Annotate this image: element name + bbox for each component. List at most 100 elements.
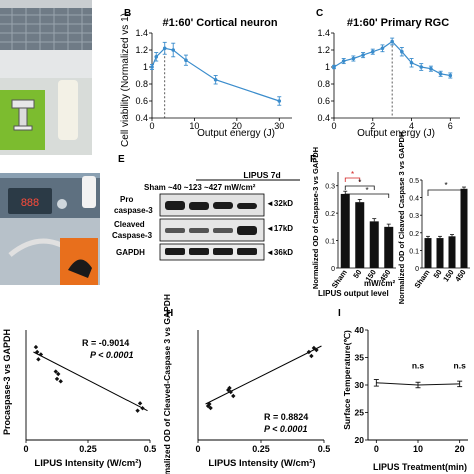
panel-letter-F: F: [310, 154, 316, 165]
significance-bracket: [427, 189, 465, 196]
significance-bracket: [344, 193, 390, 198]
unit-label: mW/cm²: [364, 279, 395, 288]
y-tick-label: 0: [331, 266, 335, 273]
western-blot: LIPUS 7d Sham ~40 ~123 ~427 mW/cm² Pro c…: [112, 170, 300, 261]
y-tick-label: 20: [355, 435, 365, 445]
data-point: [227, 385, 232, 391]
y-tick-label: 1.2: [317, 45, 330, 55]
photo-device-setup: 888: [0, 173, 100, 285]
r-annotation: R = -0.9014: [82, 338, 129, 348]
chart-title: #1:60' Primary RGC: [347, 17, 449, 29]
y-axis-label-right: Normalized OD of Cleaved Caspase 3 vs GA…: [397, 132, 406, 305]
x-tick-label: 0.25: [79, 444, 97, 454]
row3-label: GAPDH: [116, 248, 145, 257]
p-annotation: P < 0.0001: [90, 350, 133, 360]
ns-annotation: n.s: [412, 361, 425, 371]
chart-procaspase-scatter: Procaspase-3 vs GAPDH LIPUS Intensity (W…: [2, 329, 142, 469]
data-point: [58, 379, 63, 384]
x-tick-label: 10: [189, 121, 199, 131]
data-point: [409, 60, 414, 65]
x-tick-label: 0: [195, 444, 200, 454]
category-label: 150: [441, 268, 456, 283]
x-tick-label: 0.25: [252, 444, 270, 454]
chart-cleaved-caspase-scatter: Normalized OD of Cleaved-Caspase 3 vs GA…: [162, 294, 316, 474]
data-point: [171, 48, 176, 52]
y-tick-label: 0.3: [325, 184, 335, 191]
row3-size: ◄36kD: [266, 248, 293, 257]
x-axis-label: LIPUS output level: [318, 289, 389, 298]
data-point: [438, 72, 443, 76]
significance-star: *: [365, 186, 368, 195]
y-tick-label: 0.2: [409, 231, 419, 238]
bar: [355, 202, 365, 268]
ns-annotation: n.s: [454, 361, 467, 371]
x-tick-label: 30: [274, 121, 284, 131]
data-point: [231, 393, 236, 399]
x-tick-label: 0: [149, 121, 154, 131]
y-tick-label: 30: [355, 380, 365, 390]
x-tick-label: 2: [370, 121, 375, 131]
row1-label-a: Pro: [120, 195, 133, 204]
x-tick-label: 0.5: [144, 444, 157, 454]
x-axis-label: Output energy (J): [357, 128, 435, 139]
data-point: [332, 65, 336, 69]
bar: [436, 238, 444, 268]
x-axis-label: LIPUS Intensity (W/cm²): [208, 458, 315, 469]
data-point: [137, 401, 143, 406]
x-tick-label: 0: [374, 444, 379, 454]
data-point: [448, 73, 453, 78]
y-tick-label: 0.2: [325, 211, 335, 218]
panel-letter-C: C: [316, 8, 323, 19]
panel-letter-E: E: [118, 154, 125, 165]
y-tick-label: 1.4: [135, 28, 148, 38]
y-tick-label: 0.4: [135, 113, 148, 123]
data-point: [34, 349, 40, 355]
panel-letter-I: I: [338, 308, 341, 319]
x-tick-label: 0.5: [318, 444, 331, 454]
y-tick-label: 0.1: [325, 239, 335, 246]
row2-label-a: Cleaved: [114, 220, 145, 229]
row1-size: ◄32kD: [266, 199, 293, 208]
data-point: [56, 371, 61, 377]
r-annotation: R = 0.8824: [264, 412, 308, 422]
blot-header-row: Sham ~40 ~123 ~427 mW/cm²: [144, 183, 256, 192]
data-point: [400, 49, 404, 54]
regression-line: [33, 351, 148, 412]
y-tick-label: 25: [355, 408, 365, 418]
regression-line: [205, 345, 322, 405]
significance-star: *: [358, 178, 361, 187]
y-tick-label: 40: [355, 325, 365, 335]
data-point: [429, 66, 433, 71]
x-tick-label: 20: [455, 444, 465, 454]
row2-size: ◄17kD: [266, 224, 293, 233]
y-tick-label: 0.4: [317, 113, 330, 123]
data-point: [309, 353, 314, 359]
y-tick-label: 1: [143, 62, 148, 72]
data-point: [150, 65, 154, 69]
data-point: [351, 56, 356, 61]
x-axis-label: LIPUS Treatment(min): [373, 462, 467, 472]
y-tick-label: 0.6: [317, 96, 330, 106]
data-point: [311, 345, 317, 351]
y-tick-label: 1: [325, 62, 330, 72]
y-tick-label: 0.6: [135, 96, 148, 106]
y-tick-label: 0: [415, 266, 419, 273]
y-tick-label: 35: [355, 353, 365, 363]
bar: [424, 238, 432, 268]
y-axis-label: Cell viability (Normalized vs 1): [120, 13, 131, 147]
y-axis-label: Procaspase-3 vs GAPDH: [2, 329, 12, 435]
y-tick-label: 0.8: [135, 79, 148, 89]
photo-device-top: [0, 0, 92, 155]
category-label: 50: [431, 268, 443, 280]
x-tick-label: 10: [413, 444, 423, 454]
data-point: [208, 405, 213, 411]
bar: [340, 193, 350, 268]
series-line: [151, 47, 280, 102]
chart-marks: 0 10 20 30 0.4 0.6 0.8 1 1.2 1.4 0 2 4 6 0.4 0.6 0.8 1 1.2…: [23, 28, 470, 454]
device-screen-text: 888: [21, 197, 39, 209]
panel-letter-B: B: [124, 8, 131, 19]
x-tick-label: 0: [23, 444, 28, 454]
chart-surface-temperature: Surface Temperature(℃) LIPUS Treatment(m…: [342, 330, 467, 472]
significance-bracket: [344, 185, 375, 190]
